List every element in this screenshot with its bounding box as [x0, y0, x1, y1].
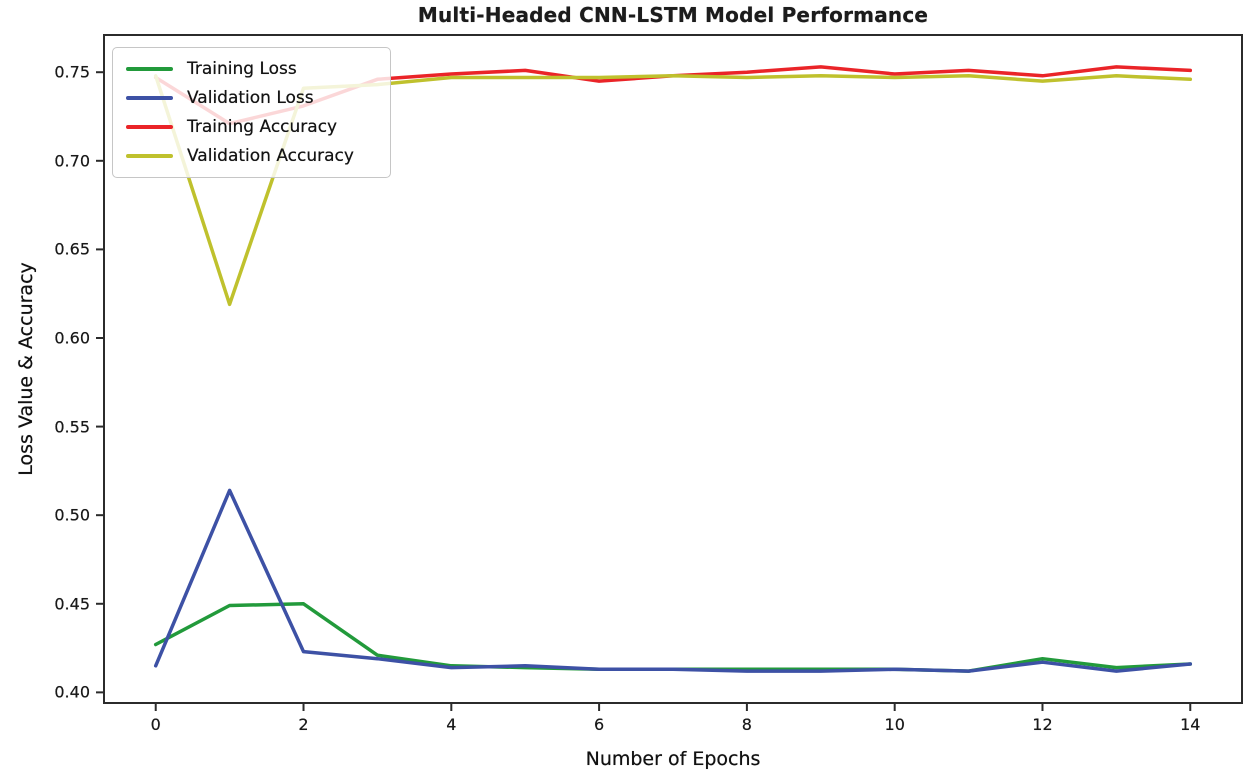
y-tick-label: 0.45: [54, 594, 90, 614]
series-line-validation-loss: [153, 488, 1193, 673]
legend: Training Loss Validation Loss Training Acc…: [112, 47, 391, 178]
x-tick-label: 6: [594, 715, 605, 734]
y-tick-label: 0.55: [54, 417, 90, 437]
x-axis-label: Number of Epochs: [585, 748, 761, 770]
legend-label: Training Accuracy: [187, 116, 338, 137]
legend-item-validation-accuracy: Validation Accuracy: [113, 146, 390, 166]
x-tick-label: 14: [1180, 715, 1201, 734]
axes-frame: [103, 34, 1243, 704]
y-tick-label: 0.40: [54, 682, 90, 702]
legend-swatch-training-loss: [126, 67, 173, 72]
x-tick-label: 12: [1032, 715, 1053, 734]
y-tick-label: 0.60: [54, 328, 90, 348]
legend-item-training-accuracy: Training Accuracy: [113, 117, 390, 137]
legend-label: Validation Accuracy: [187, 145, 354, 166]
x-tick-label: 8: [741, 715, 752, 734]
y-tick-label: 0.50: [54, 505, 90, 525]
legend-item-validation-loss: Validation Loss: [113, 88, 390, 108]
x-tick-label: 0: [150, 715, 161, 734]
legend-swatch-validation-loss: [126, 96, 173, 101]
legend-item-training-loss: Training Loss: [113, 59, 390, 79]
legend-swatch-training-accuracy: [126, 124, 173, 129]
x-tick-label: 4: [446, 715, 457, 734]
legend-label: Validation Loss: [187, 88, 314, 109]
series-line-training-loss: [153, 602, 1193, 673]
chart-title: Multi-Headed CNN-LSTM Model Performance: [417, 3, 929, 27]
legend-swatch-validation-accuracy: [126, 153, 173, 158]
y-tick-label: 0.75: [54, 62, 90, 82]
legend-label: Training Loss: [187, 59, 297, 80]
y-tick-label: 0.65: [54, 239, 90, 259]
x-tick-label: 10: [884, 715, 905, 734]
y-tick-label: 0.70: [54, 151, 90, 171]
x-tick-label: 2: [298, 715, 309, 734]
